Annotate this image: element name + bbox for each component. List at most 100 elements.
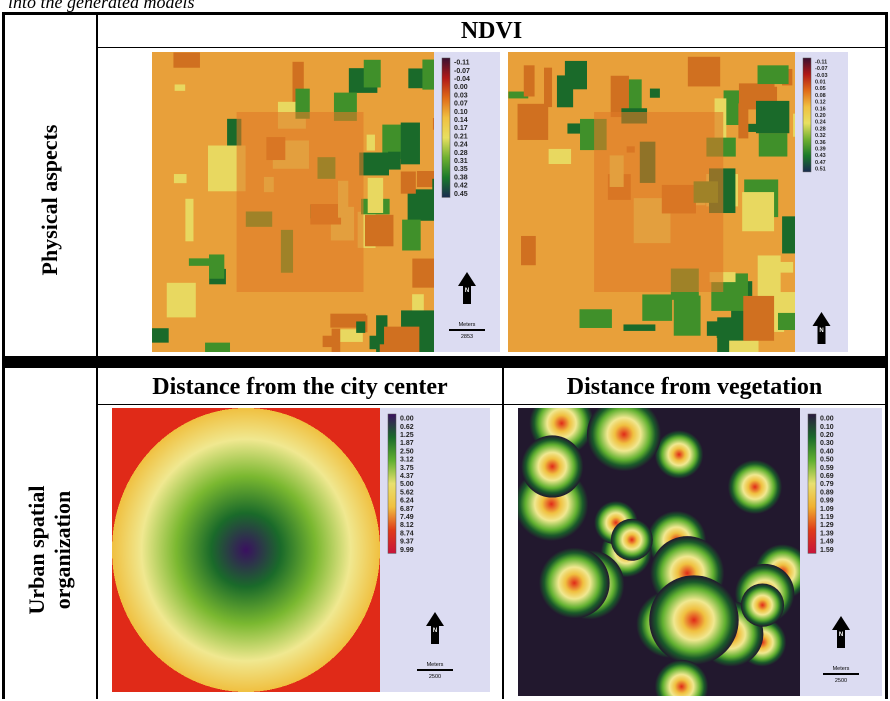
map-patch [743,296,774,341]
legend-label: 0.79 [820,481,834,488]
legend-label: 1.59 [820,547,834,554]
legend-label: 9.99 [400,547,414,554]
legend-panel: 0.000.100.200.300.400.500.590.690.790.89… [800,408,882,696]
map-image [112,408,380,692]
map-patch [758,255,781,296]
map-patch [401,171,416,193]
legend-label: 1.49 [820,539,834,546]
legend-label: 0.32 [815,133,826,139]
scale-bar [823,673,859,675]
legend-label: 0.14 [454,117,468,124]
legend-label: 0.05 [815,86,826,92]
legend-label: 0.01 [815,79,826,85]
map-image [508,52,795,352]
legend-label: -0.11 [454,60,470,67]
legend-label: 1.19 [820,514,834,521]
map-patch [174,174,187,183]
legend-label: 8.74 [400,530,414,537]
border [502,368,504,699]
map-blob [728,460,782,514]
page: into the generated models NDVI Distance … [0,0,890,699]
map-blob [539,548,610,619]
map-blob [521,435,583,497]
map-patch [759,133,788,156]
map-patch [173,52,200,67]
legend-label: 6.24 [400,498,414,505]
legend-label: -0.11 [815,59,827,65]
map-blob [611,519,653,561]
north-label: N [433,628,437,634]
map-blob [655,430,704,479]
map-patch [365,215,394,246]
legend-label: 0.42 [454,183,468,190]
map-patch [756,101,789,133]
legend-label: 0.36 [815,140,826,146]
scale-value: 2500 [835,678,847,684]
legend-label: 1.29 [820,522,834,529]
legend-label: 0.24 [815,120,827,126]
legend-label: -0.04 [454,76,470,83]
legend: 0.000.100.200.300.400.500.590.690.790.89… [800,408,882,696]
border [2,356,888,368]
legend-label: -0.07 [454,68,470,75]
north-label: N [465,288,469,294]
legend-label: 0.35 [454,166,468,173]
legend-label: 0.69 [820,473,834,480]
legend-panel: 0.000.621.251.872.503.123.754.375.005.62… [380,408,490,692]
legend-label: 0.28 [454,150,468,157]
column-header: NDVI [98,14,885,48]
map-patch [412,259,434,288]
legend: -0.11-0.07-0.030.010.050.080.120.160.200… [795,52,848,352]
row-label: Urban spatial organization [24,450,76,650]
map-image [518,408,800,696]
legend-label: 0.17 [454,125,468,132]
legend-label: 0.47 [815,160,826,166]
legend-label: 0.07 [454,101,468,108]
border [96,404,888,405]
legend-label: 0.00 [400,416,414,423]
legend-label: 0.24 [454,142,468,149]
legend-label: 0.45 [454,191,468,198]
legend-label: 0.20 [815,113,826,119]
legend-label: 2.50 [400,448,414,455]
map-patch [642,294,672,320]
map-patch [417,171,434,187]
map-patch [544,68,552,107]
color-bar [808,414,816,553]
column-header: Distance from the city center [98,370,502,404]
legend-label: 0.89 [820,489,834,496]
map-patch [738,103,748,138]
map-patch [729,341,758,352]
legend-label: 3.12 [400,457,414,464]
legend-label: 0.59 [820,465,834,472]
legend-label: 0.00 [820,416,834,423]
legend-label: -0.03 [815,73,828,79]
map-image [152,52,434,352]
map-patch [524,65,535,96]
map-urban [237,112,364,292]
legend-label: 0.31 [454,158,468,165]
column-header: Distance from vegetation [504,370,885,404]
map-patch [782,216,795,253]
legend-label: 0.20 [820,432,834,439]
row-label: Physical aspects [37,100,63,300]
legend-label: 6.87 [400,506,414,513]
map-patch [549,149,571,164]
map-patch [650,89,660,98]
map-patch [758,65,789,84]
color-bar [388,414,396,553]
legend-label: 8.12 [400,522,414,529]
north-label: N [819,328,823,334]
legend-label: 0.40 [820,448,834,455]
legend-label: 1.25 [400,432,414,439]
map-urban [594,112,723,292]
map-patch [388,152,401,170]
map-patch [185,199,193,242]
legend-label: 5.62 [400,489,414,496]
map-patch [520,122,534,129]
legend-label: 0.10 [820,424,834,431]
legend-label: 3.75 [400,465,414,472]
map-patch [368,178,383,213]
map-patch [623,324,655,330]
